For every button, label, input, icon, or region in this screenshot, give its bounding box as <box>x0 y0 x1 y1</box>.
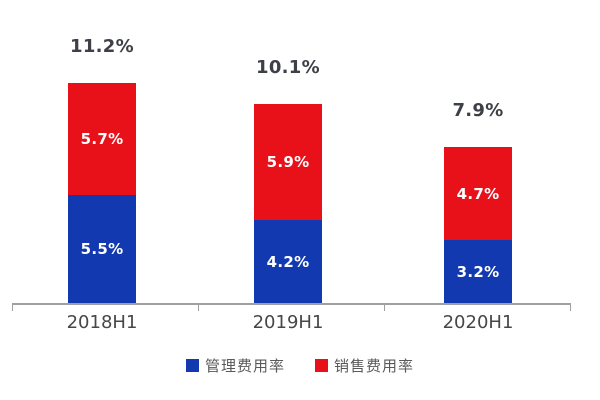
x-axis-label-2019H1: 2019H1 <box>252 312 324 333</box>
bar-2019H1-admin-segment: 4.2% <box>254 220 322 303</box>
bar-2018H1-sales-segment: 5.7% <box>68 83 136 195</box>
bar-2020H1-admin-segment: 3.2% <box>444 240 512 303</box>
axis-tick <box>198 304 199 311</box>
axis-tick <box>12 304 13 311</box>
bar-2019H1: 5.9% 4.2% <box>254 104 322 303</box>
legend: 管理费用率 销售费用率 <box>0 352 600 378</box>
segment-value-label: 5.5% <box>80 240 124 258</box>
bar-2018H1-admin-segment: 5.5% <box>68 195 136 303</box>
x-axis-label-2018H1: 2018H1 <box>66 312 138 333</box>
legend-item-sales-expense-ratio: 销售费用率 <box>315 355 414 376</box>
legend-swatch-blue <box>185 358 199 372</box>
axis-tick <box>384 304 385 311</box>
legend-item-admin-expense-ratio: 管理费用率 <box>185 355 285 376</box>
bar-2020H1: 4.7% 3.2% <box>444 147 512 303</box>
segment-value-label: 3.2% <box>456 262 500 281</box>
x-axis-label-2020H1: 2020H1 <box>442 312 514 333</box>
legend-label: 销售费用率 <box>334 356 415 375</box>
bar-2020H1-sales-segment: 4.7% <box>444 147 512 240</box>
bar-2018H1: 5.7% 5.5% <box>68 83 136 303</box>
total-label-2020H1: 7.9% <box>452 100 504 121</box>
axis-tick <box>570 304 571 311</box>
segment-value-label: 4.7% <box>456 184 500 203</box>
legend-swatch-red <box>315 358 328 372</box>
legend-label: 管理费用率 <box>204 356 285 375</box>
x-axis-line <box>12 303 571 305</box>
bar-2019H1-sales-segment: 5.9% <box>254 104 322 220</box>
segment-value-label: 4.2% <box>266 252 310 271</box>
total-label-2018H1: 11.2% <box>70 36 134 57</box>
total-label-2019H1: 10.1% <box>256 57 320 78</box>
segment-value-label: 5.7% <box>80 130 124 148</box>
segment-value-label: 5.9% <box>266 153 310 171</box>
